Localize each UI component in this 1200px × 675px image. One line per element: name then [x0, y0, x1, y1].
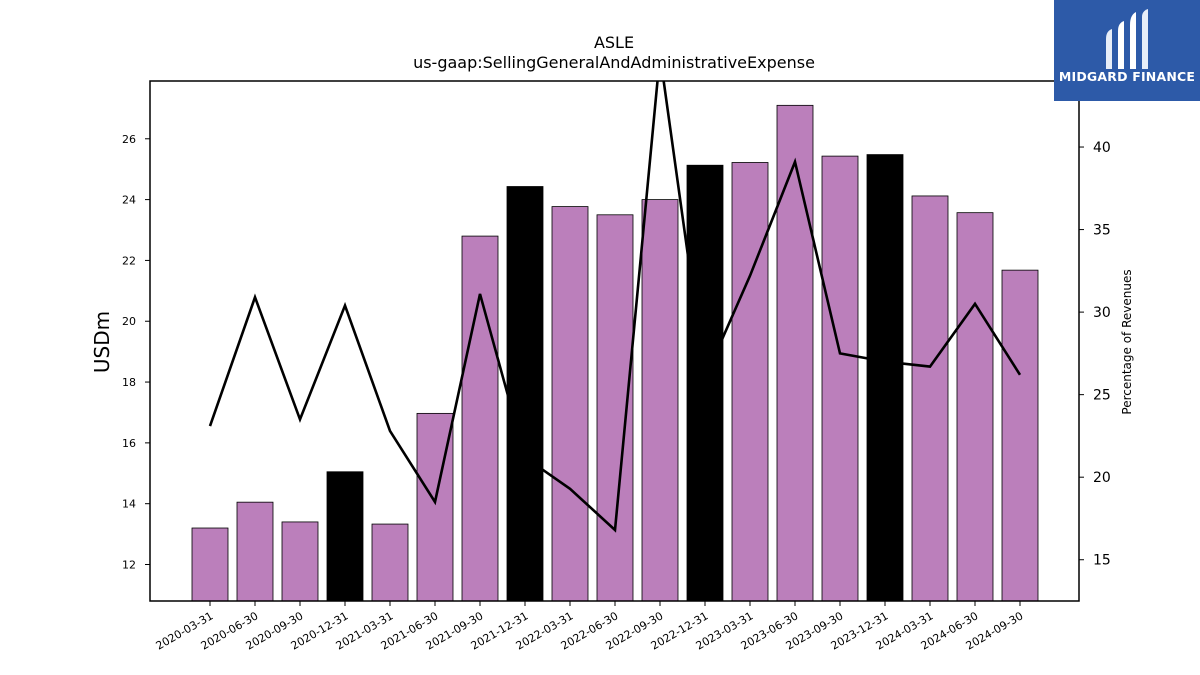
- y2-tick-label: 35: [1093, 223, 1111, 239]
- bar: [956, 212, 994, 601]
- bar: [821, 155, 859, 601]
- bar: [191, 527, 229, 601]
- bar: [326, 471, 364, 601]
- bar: [641, 199, 679, 601]
- brand-name: MIDGARD FINANCE: [1058, 69, 1196, 84]
- midgard-logo-icon: [1106, 9, 1148, 69]
- line-series: [208, 81, 1022, 533]
- y2-tick-label: 40: [1093, 140, 1111, 156]
- y-tick-label: 22: [122, 254, 136, 267]
- bar: [686, 164, 724, 601]
- bar: [551, 206, 589, 601]
- y2-tick-label: 30: [1093, 305, 1111, 321]
- y2-tick-label: 20: [1093, 470, 1111, 486]
- y-tick-label: 20: [122, 315, 136, 328]
- x-axis: 2020-03-312020-06-302020-09-302020-12-31…: [154, 601, 1026, 653]
- brand-logo: MIDGARD FINANCE: [1054, 0, 1200, 101]
- bar: [461, 235, 499, 601]
- bar: [236, 501, 274, 601]
- bar: [1001, 269, 1039, 601]
- y-axis-right: 15 20 25 30 35 40: [1079, 140, 1111, 569]
- bar: [731, 162, 769, 601]
- bar: [776, 104, 814, 601]
- bar: [281, 521, 319, 601]
- bar-series: [191, 104, 1039, 601]
- y-axis-left: 12 14 16 18 20 22 24 26: [122, 133, 150, 572]
- bar: [506, 186, 544, 601]
- chart-subtitle: us-gaap:SellingGeneralAndAdministrativeE…: [413, 53, 815, 72]
- y-tick-label: 18: [122, 376, 136, 389]
- bar: [911, 195, 949, 601]
- bar: [866, 154, 904, 601]
- y2-tick-label: 15: [1093, 553, 1111, 569]
- y2-tick-label: 25: [1093, 388, 1111, 404]
- y-tick-label: 24: [122, 194, 136, 207]
- y-tick-label: 14: [122, 498, 136, 511]
- y-tick-label: 26: [122, 133, 136, 146]
- y2-axis-label: Percentage of Revenues: [1120, 269, 1134, 414]
- y-tick-label: 12: [122, 559, 136, 572]
- chart-title: ASLE: [594, 33, 634, 52]
- y-axis-label: USDm: [90, 311, 114, 373]
- bar: [371, 523, 409, 601]
- y-tick-label: 16: [122, 437, 136, 450]
